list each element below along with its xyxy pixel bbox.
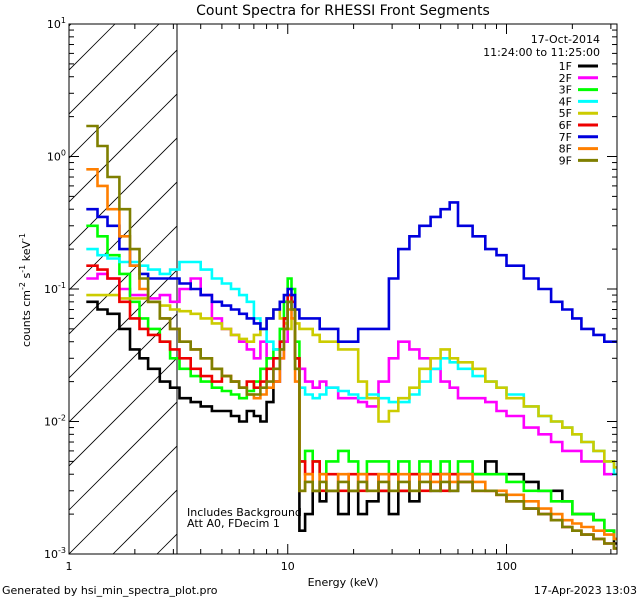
- legend-label-3f: 3F: [559, 84, 572, 97]
- footer-generated-by: Generated by hsi_min_spectra_plot.pro: [2, 584, 218, 597]
- series-layer: [86, 124, 617, 550]
- annotation-background: Includes Background: [187, 506, 302, 519]
- chart-title: Count Spectra for RHESSI Front Segments: [196, 3, 490, 19]
- legend-label-5f: 5F: [559, 107, 572, 120]
- footer-timestamp: 17-Apr-2023 13:03: [534, 584, 637, 597]
- x-axis-label: Energy (keV): [308, 576, 379, 589]
- hatch-line: [69, 269, 177, 379]
- hatch-line: [69, 445, 177, 554]
- series-1f: [86, 300, 617, 545]
- series-3f: [86, 224, 617, 541]
- y-tick-label: 10-3: [44, 546, 66, 561]
- hatch-line: [69, 401, 177, 511]
- legend-label-2f: 2F: [559, 72, 572, 85]
- date-label: 17-Oct-2014: [531, 33, 600, 46]
- series-7f: [86, 201, 617, 343]
- legend-label-7f: 7F: [559, 131, 572, 144]
- series-5f: [86, 293, 617, 469]
- series-4f: [86, 247, 617, 476]
- hatch-line: [69, 93, 177, 203]
- y-tick-label: 10-2: [44, 414, 66, 429]
- y-tick-label: 100: [47, 149, 66, 164]
- x-tick-label: 10: [281, 560, 295, 573]
- legend-label-9f: 9F: [559, 154, 572, 167]
- legend-label-6f: 6F: [559, 119, 572, 132]
- series-8f: [86, 168, 617, 541]
- hatch-line: [69, 49, 177, 159]
- hatch-line: [69, 225, 177, 335]
- hatch-line: [509, 24, 640, 554]
- time-range-label: 11:24:00 to 11:25:00: [483, 46, 600, 59]
- x-tick-label: 1: [66, 560, 73, 573]
- series-2f: [86, 272, 617, 476]
- annotation-attenuator: Att A0, FDecim 1: [187, 517, 280, 530]
- legend-label-8f: 8F: [559, 143, 572, 156]
- hatch-line: [69, 24, 160, 115]
- axis-ticks: 1 10 100 10-3 10-2 10-1 100 101: [44, 16, 617, 573]
- y-tick-label: 101: [47, 16, 66, 31]
- legend-label-1f: 1F: [559, 60, 572, 73]
- series-6f: [86, 264, 617, 550]
- y-axis-label: counts cm-2 s-1 keV-1: [18, 233, 33, 347]
- x-tick-label: 100: [496, 560, 517, 573]
- series-9f: [86, 124, 617, 550]
- y-tick-label: 10-1: [44, 281, 66, 296]
- legend-label-4f: 4F: [559, 95, 572, 108]
